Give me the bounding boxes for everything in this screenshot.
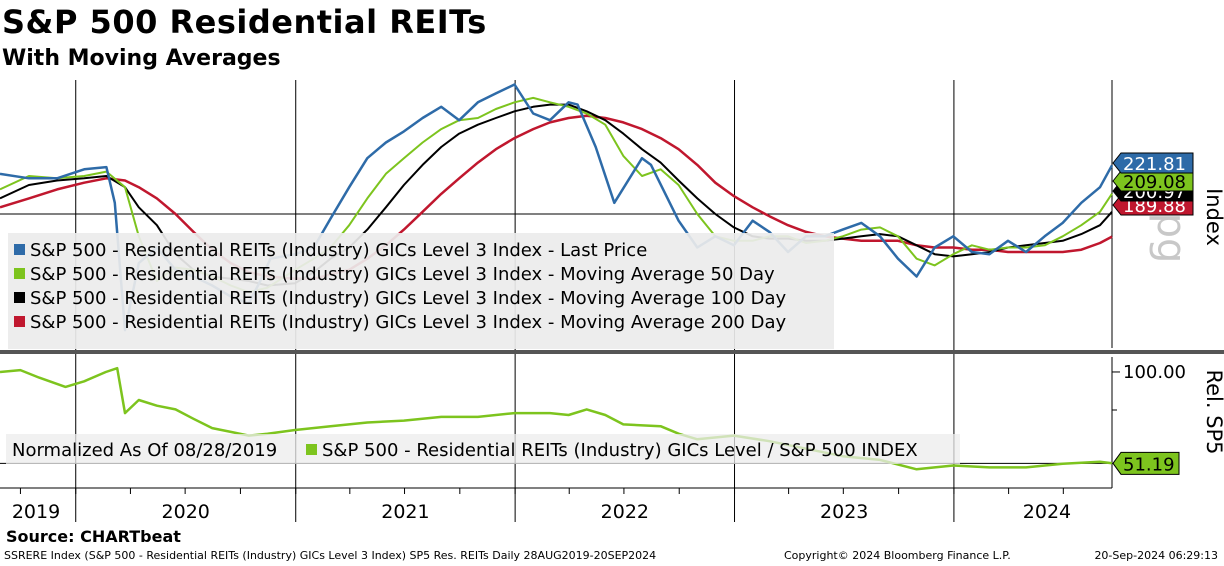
normalization-note: Normalized As Of 08/28/2019: [12, 440, 277, 461]
lower-axis-tick-label: 100.00: [1123, 362, 1186, 383]
x-tick-label: 2023: [820, 501, 868, 523]
value-tag-last-price-box: [1112, 152, 1194, 174]
x-tick-label: 2019: [12, 501, 60, 523]
lower-axis-label: Rel. SP5: [1202, 369, 1224, 454]
footer-copyright: Copyright© 2024 Bloomberg Finance L.P.: [784, 549, 1011, 562]
legend-swatch: [14, 268, 25, 279]
x-tick-label: 2020: [162, 501, 210, 523]
value-tag-ma50-box: [1112, 170, 1194, 192]
legend-entry-label: S&P 500 - Residential REITs (Industry) G…: [30, 288, 786, 309]
x-tick-label: 2021: [381, 501, 429, 523]
value-tag-relative-box: [1112, 451, 1180, 475]
legend-swatch: [306, 444, 317, 455]
panel-separator: [0, 350, 1224, 354]
legend-entry-label: S&P 500 - Residential REITs (Industry) G…: [30, 240, 647, 261]
legend-swatch: [14, 292, 25, 303]
legend-entry-label: S&P 500 - Residential REITs (Industry) G…: [30, 312, 786, 333]
x-tick-label: 2024: [1023, 501, 1071, 523]
legend-entry-label: S&P 500 - Residential REITs (Industry) G…: [322, 440, 918, 461]
value-tag-ma50-text: 209.08: [1123, 172, 1186, 193]
chart-subtitle: With Moving Averages: [2, 46, 281, 71]
source-note: Source: CHARTbeat: [6, 527, 181, 546]
watermark-text: pg: [1148, 213, 1194, 264]
upper-axis-label: Index: [1202, 188, 1224, 246]
value-tag-last-price-text: 221.81: [1123, 154, 1186, 175]
series-line-relative: [0, 366, 1113, 471]
upper-legend-box: [8, 233, 834, 349]
footer-description: SSRERE Index (S&P 500 - Residential REIT…: [4, 549, 657, 562]
legend-swatch: [14, 244, 25, 255]
footer-timestamp: 20-Sep-2024 06:29:13: [1094, 549, 1218, 562]
x-tick-label: 2022: [601, 501, 649, 523]
chart-title: S&P 500 Residential REITs: [2, 3, 487, 41]
legend-swatch: [14, 316, 25, 327]
value-tag-relative-text: 51.19: [1123, 454, 1175, 475]
lower-legend-box: [6, 434, 960, 464]
legend-entry-label: S&P 500 - Residential REITs (Industry) G…: [30, 264, 775, 285]
